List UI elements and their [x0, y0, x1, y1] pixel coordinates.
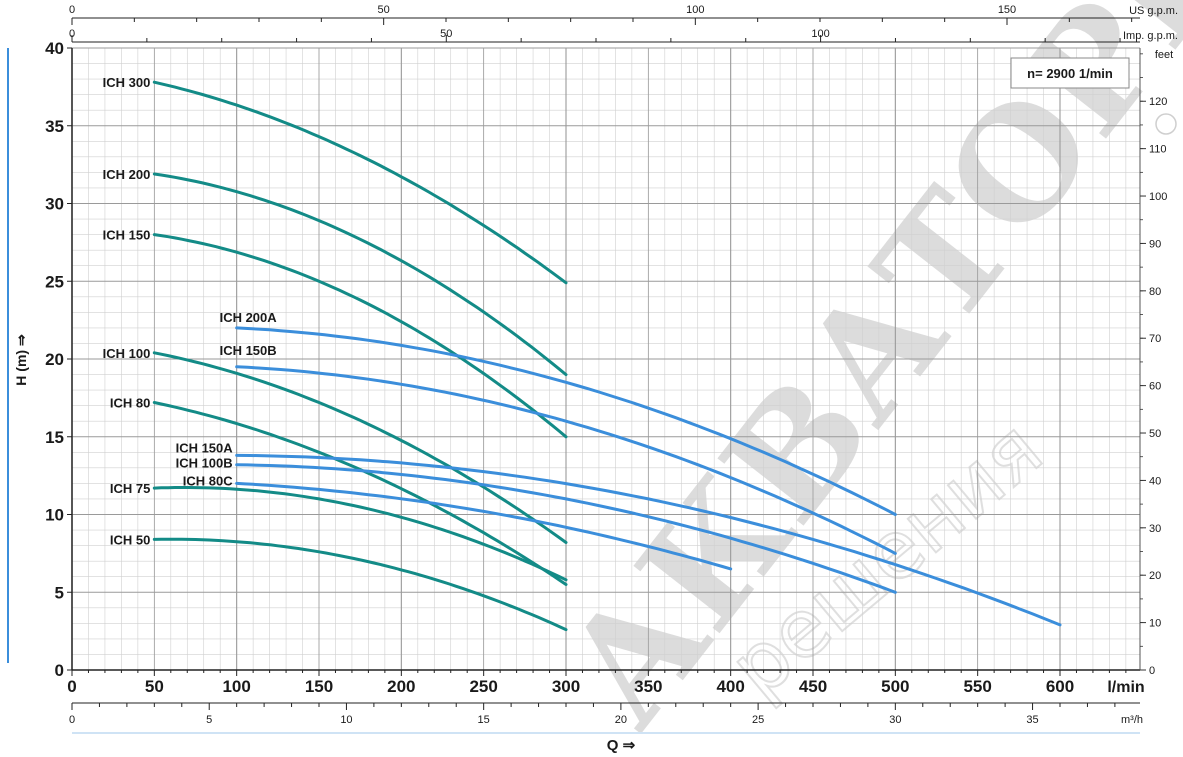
y-tick-label: 40: [45, 39, 64, 58]
imp-gpm-tick-label: 50: [440, 28, 452, 40]
y-tick-label: 10: [45, 506, 64, 525]
registered-circle: [1155, 113, 1177, 135]
x-tick-label: 500: [881, 677, 909, 696]
curve-ich-300: [152, 80, 568, 285]
m3h-tick-label: 10: [340, 714, 352, 726]
y-tick-label: 35: [45, 117, 64, 136]
watermark: АКВАТОРИЯ решения: [530, 0, 1183, 757]
curve-label: ICH 100: [103, 346, 151, 361]
y-tick-label: 0: [55, 661, 64, 680]
x-tick-label: 400: [716, 677, 744, 696]
curve-label: ICH 50: [110, 532, 150, 547]
m3h-tick-label: 35: [1026, 714, 1038, 726]
curve-label: ICH 150A: [176, 440, 234, 455]
right-tick-label: 60: [1149, 381, 1161, 393]
y-tick-label: 20: [45, 350, 64, 369]
y-tick-label: 30: [45, 195, 64, 214]
m3h-tick-label: 25: [752, 714, 764, 726]
curve-label: ICH 150B: [220, 343, 277, 358]
curve-label: ICH 200A: [220, 310, 278, 325]
x-tick-label: 250: [469, 677, 497, 696]
curve-ich-80c: [235, 481, 733, 571]
axes: [7, 17, 1146, 734]
m3h-tick-label: 5: [206, 714, 212, 726]
right-tick-label: 20: [1149, 570, 1161, 582]
us-gpm-tick-label: 100: [686, 4, 704, 16]
right-tick-label: 80: [1149, 286, 1161, 298]
curve-label: ICH 100B: [176, 456, 233, 471]
imp-gpm-tick-label: 0: [69, 28, 75, 40]
curve-ich-75: [152, 486, 568, 582]
curve-labels: ICH 300 ICH 200 ICH 150 ICH 100 ICH 80 ICH 75…: [103, 75, 278, 547]
x-tick-label: 450: [799, 677, 827, 696]
m3h-tick-label: 30: [889, 714, 901, 726]
x-tick-label: 200: [387, 677, 415, 696]
us-gpm-tick-label: 150: [998, 4, 1016, 16]
curve-label: ICH 80C: [183, 473, 233, 488]
major-grid: [71, 47, 1140, 671]
curve-ich-100: [152, 351, 568, 544]
curves: [152, 80, 1062, 632]
m3h-tick-label: 20: [615, 714, 627, 726]
imp-gpm-unit: Imp. g.p.m.: [1123, 30, 1178, 42]
curve-ich-200: [152, 172, 568, 377]
right-tick-label: 70: [1149, 333, 1161, 345]
us-gpm-tick-label: 0: [69, 4, 75, 16]
curve-label: ICH 150: [103, 228, 151, 243]
right-tick-label: 40: [1149, 475, 1161, 487]
x-tick-label: 50: [145, 677, 164, 696]
y-tick-label: 15: [45, 428, 64, 447]
x-tick-label: 600: [1046, 677, 1074, 696]
y-axis-label: H (m) ⇒: [13, 334, 29, 386]
m3h-tick-label: 15: [478, 714, 490, 726]
us-gpm-unit: US g.p.m.: [1129, 5, 1178, 17]
imp-gpm-tick-label: 100: [811, 28, 829, 40]
right-tick-label: 100: [1149, 191, 1167, 203]
m3h-tick-label: 0: [69, 714, 75, 726]
curve-label: ICH 200: [103, 167, 151, 182]
x-axis-label: Q ⇒: [607, 737, 636, 754]
speed-box: [1010, 57, 1130, 89]
curve-ich-150a: [235, 453, 1062, 627]
y-tick-label: 25: [45, 272, 64, 291]
x-tick-label: 100: [222, 677, 250, 696]
right-tick-label: 90: [1149, 238, 1161, 250]
curve-ich-50: [152, 537, 568, 632]
curve-label: ICH 80: [110, 396, 150, 411]
right-tick-label: 0: [1149, 665, 1155, 677]
curve-ich-150: [152, 233, 568, 439]
curve-label: ICH 75: [110, 481, 150, 496]
curve-ich-200a: [235, 326, 897, 516]
registered-mark-icon: [1155, 113, 1177, 135]
curve-ich-150b: [235, 365, 897, 555]
x-tick-label: 550: [963, 677, 991, 696]
right-tick-label: 30: [1149, 523, 1161, 535]
x-axis-unit: l/min: [1107, 679, 1144, 696]
curve-label: ICH 300: [103, 75, 151, 90]
x-tick-label: 0: [67, 677, 76, 696]
right-tick-label: 50: [1149, 428, 1161, 440]
x-tick-label: 300: [552, 677, 580, 696]
speed-label: n= 2900 1/min: [1027, 66, 1113, 81]
right-axis-unit: feet: [1155, 49, 1173, 61]
right-tick-label: 120: [1149, 96, 1167, 108]
y-axis-label-text: H (m) ⇒: [13, 334, 29, 386]
x-tick-label: 350: [634, 677, 662, 696]
m3h-axis-unit: m³/h: [1121, 714, 1143, 726]
right-tick-label: 110: [1149, 144, 1167, 156]
curve-ich-100b: [235, 463, 897, 594]
x-tick-label: 150: [305, 677, 333, 696]
y-tick-label: 5: [55, 583, 64, 602]
right-tick-label: 10: [1149, 618, 1161, 630]
annotations: n= 2900 1/min: [1010, 57, 1177, 135]
us-gpm-tick-label: 50: [378, 4, 390, 16]
